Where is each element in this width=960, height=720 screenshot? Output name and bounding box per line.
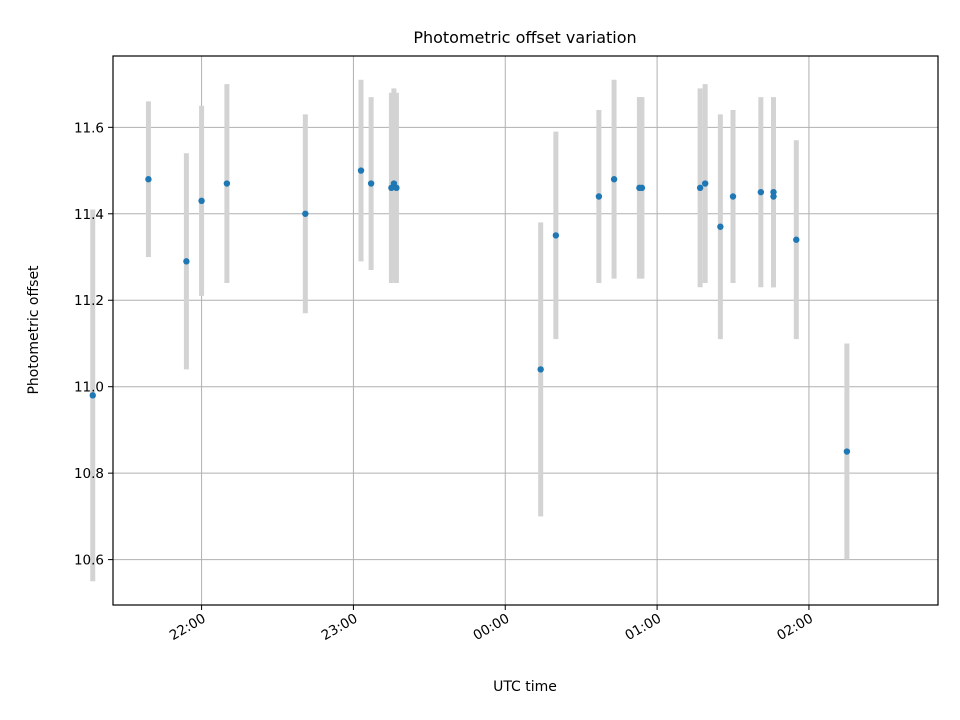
data-point xyxy=(610,176,618,183)
data-point xyxy=(552,232,560,239)
data-point xyxy=(302,210,309,217)
chart-title: Photometric offset variation xyxy=(413,28,636,47)
data-point xyxy=(537,366,544,373)
data-point xyxy=(367,180,375,187)
data-point xyxy=(770,193,777,200)
y-tick-label: 11.2 xyxy=(74,293,104,309)
data-point xyxy=(357,167,365,174)
y-axis-label: Photometric offset xyxy=(26,265,42,395)
data-point xyxy=(638,184,646,192)
data-point xyxy=(757,188,765,196)
grid xyxy=(113,56,938,605)
y-tick-label: 11.0 xyxy=(74,380,104,396)
y-tick-label: 11.6 xyxy=(74,120,104,136)
data-point xyxy=(696,184,704,192)
data-point xyxy=(223,180,231,187)
data-point xyxy=(729,193,737,200)
y-tick-label: 10.8 xyxy=(74,466,104,482)
y-tick-label: 10.6 xyxy=(74,553,104,569)
data-point xyxy=(198,197,205,205)
data-point xyxy=(717,223,724,230)
data-point xyxy=(595,193,603,200)
data-point xyxy=(793,236,800,243)
data-point xyxy=(89,392,96,399)
plot-area-frame xyxy=(112,55,939,606)
x-axis-label: UTC time xyxy=(493,679,557,695)
data-point xyxy=(843,448,851,455)
data-point xyxy=(393,184,400,192)
data-point xyxy=(183,258,190,265)
data-points xyxy=(89,167,851,455)
y-tick-label: 11.4 xyxy=(74,207,104,223)
data-point xyxy=(145,176,152,183)
data-point xyxy=(701,180,709,187)
